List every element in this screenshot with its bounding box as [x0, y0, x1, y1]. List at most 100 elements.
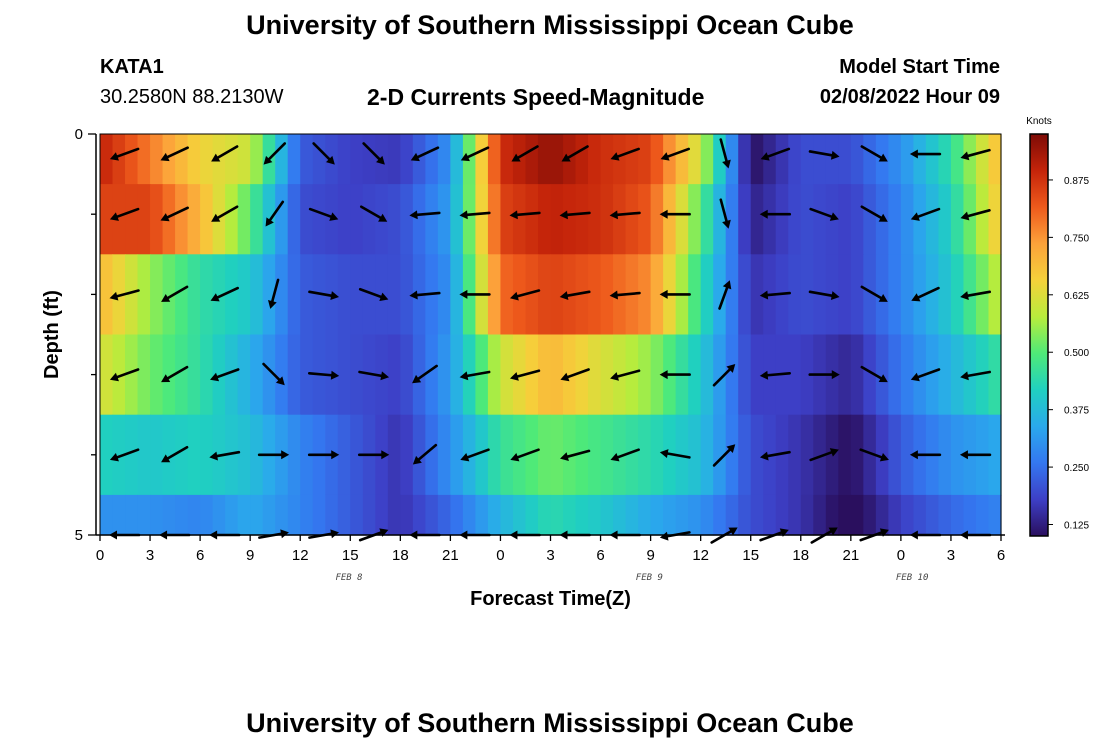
heatmap-cell	[863, 414, 877, 496]
arrow-shaft	[358, 370, 386, 378]
arrow-head	[460, 152, 470, 162]
current-arrow	[211, 205, 239, 222]
arrow-shaft	[719, 138, 729, 166]
arrow-shaft	[914, 286, 940, 301]
current-arrow	[358, 370, 390, 381]
current-arrow	[210, 368, 240, 382]
x-tick-label: 12	[292, 547, 309, 564]
heatmap-cell	[425, 134, 439, 185]
heatmap-cell	[275, 254, 289, 336]
heatmap-cell	[537, 334, 552, 416]
heatmap-cell	[550, 334, 564, 416]
heatmap-cell	[713, 494, 727, 536]
arrow-shaft	[860, 285, 885, 301]
arrow-head	[379, 292, 389, 302]
heatmap-cell	[863, 134, 877, 185]
arrow-shaft	[710, 528, 735, 544]
heatmap-cell	[275, 334, 289, 416]
heatmap-cell	[875, 254, 889, 336]
arrow-head	[161, 294, 171, 302]
arrow-head	[509, 210, 518, 220]
arrow-shaft	[113, 147, 140, 159]
arrow-shaft	[963, 148, 991, 158]
arrow-shaft	[914, 368, 941, 380]
arrow-shaft	[613, 369, 641, 379]
heatmap-cell	[950, 134, 965, 185]
heatmap-cell	[412, 494, 426, 536]
arrow-head	[412, 455, 422, 465]
x-axis-title: Forecast Time(Z)	[470, 588, 631, 610]
current-arrow	[359, 205, 388, 222]
arrow-shaft	[563, 368, 590, 380]
colorbar-title: Knots	[1026, 116, 1052, 127]
arrow-shaft	[513, 448, 540, 460]
heatmap-cell	[738, 414, 752, 496]
heatmap-cell	[300, 494, 314, 536]
arrow-shaft	[914, 207, 941, 219]
heatmap-cell	[913, 184, 927, 255]
heatmap-cell	[613, 184, 627, 255]
heatmap-cell	[100, 494, 114, 536]
heatmap-cell	[300, 414, 314, 496]
heatmap-cell	[137, 184, 151, 255]
x-tick-label: 6	[596, 547, 604, 564]
arrow-head	[459, 210, 468, 220]
heatmap-cell	[550, 134, 564, 185]
arrow-shaft	[712, 446, 734, 467]
arrow-head	[109, 212, 119, 221]
arrow-head	[879, 452, 889, 462]
heatmap-cell	[450, 134, 464, 185]
heatmap-cell	[813, 414, 827, 496]
station-id: KATA1	[100, 56, 164, 78]
heatmap-cell	[925, 254, 940, 336]
current-arrow	[808, 290, 840, 301]
arrow-head	[829, 448, 839, 457]
current-arrow	[460, 448, 490, 462]
arrow-shaft	[212, 450, 241, 458]
current-arrow	[609, 290, 641, 300]
arrow-head	[459, 371, 469, 381]
x-tick-label: 9	[646, 547, 654, 564]
current-arrow	[959, 450, 992, 460]
arrow-head	[726, 363, 736, 373]
heatmap-cell	[788, 134, 802, 185]
model-start-value: 02/08/2022 Hour 09	[819, 86, 1000, 108]
current-arrow	[358, 287, 389, 302]
arrow-head	[275, 376, 285, 386]
arrow-head	[759, 451, 769, 461]
heatmap-cell	[200, 254, 214, 336]
arrow-head	[960, 371, 969, 381]
current-arrow	[308, 290, 339, 301]
x-tick-label: 3	[546, 547, 554, 564]
x-tick-label: 6	[997, 547, 1005, 564]
heatmap-cell	[312, 184, 326, 255]
heatmap-cell	[638, 254, 652, 336]
current-arrow	[560, 449, 591, 461]
heatmap-cell	[300, 254, 314, 336]
heatmap-cell	[187, 494, 201, 536]
current-arrow	[859, 528, 889, 542]
arrow-head	[910, 212, 920, 221]
current-arrow	[268, 278, 280, 309]
arrow-head	[381, 450, 390, 460]
heatmap-cell	[863, 334, 877, 416]
current-arrow	[759, 209, 792, 219]
x-tick-label: 6	[196, 547, 204, 564]
heatmap-cell	[750, 184, 764, 255]
arrow-head	[660, 152, 670, 161]
heatmap-cell	[975, 254, 990, 336]
heatmap-cell	[850, 414, 864, 496]
arrow-head	[325, 155, 335, 165]
arrow-shaft	[262, 362, 283, 384]
current-arrow	[109, 368, 140, 382]
arrow-shaft	[163, 206, 189, 220]
current-arrow	[209, 450, 241, 461]
current-arrow	[312, 142, 335, 165]
current-arrow	[409, 290, 441, 300]
arrow-shaft	[265, 142, 287, 163]
current-arrow	[210, 286, 240, 302]
heatmap-cell	[613, 414, 627, 496]
arrow-shaft	[763, 371, 791, 377]
arrow-shaft	[270, 278, 280, 306]
heatmap-cell	[362, 134, 376, 185]
